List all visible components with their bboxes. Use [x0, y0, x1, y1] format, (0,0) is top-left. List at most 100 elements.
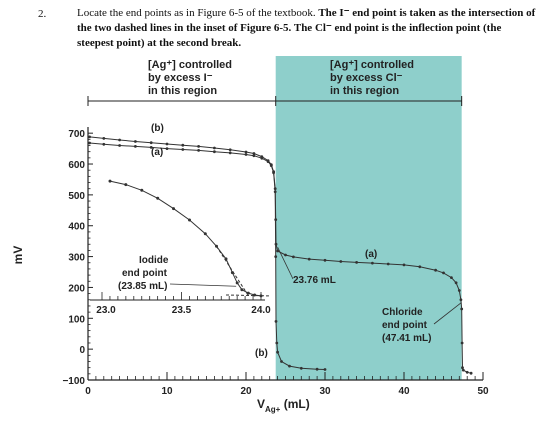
data-point-a [292, 255, 295, 259]
label-chloride-line1: Chloride [382, 307, 423, 318]
data-point-a [454, 281, 458, 285]
data-point-a [457, 289, 461, 292]
x-tick-label-0: 0 [85, 386, 91, 397]
data-point-a [197, 145, 201, 148]
label-chloride-line2: end point [382, 320, 428, 331]
inset-layer: 23.0 23.5 24.0 Iodide end point (23.85 mL) [90, 179, 271, 316]
inset-dashed-flat [226, 294, 269, 297]
first-endpoint-pointer [277, 247, 294, 280]
y-tick-label-6: 100 [68, 314, 85, 325]
question-text-plain: Locate the end points as in Figure 6-5 o… [77, 7, 316, 19]
label-first-endpoint: 23.76 mL [293, 275, 336, 286]
data-point-a [371, 261, 374, 265]
data-point-b [276, 350, 279, 354]
data-point-b [280, 360, 283, 363]
inset-data-point [259, 294, 263, 298]
data-point-b [181, 148, 185, 151]
shaded-region [275, 56, 462, 380]
x-axis-title-sub: Ag+ [265, 405, 281, 414]
inset-label-line1: Iodide [139, 255, 169, 266]
inset-dashed-steep [216, 246, 249, 296]
data-point-b [165, 147, 169, 151]
data-point-b [88, 141, 91, 145]
region-labels: [Ag⁺] controlled by excess I⁻ in this re… [148, 59, 414, 97]
inset-label-line2: end point [122, 268, 168, 279]
y-tick-label-0: 700 [68, 129, 85, 140]
label-b-top: (b) [151, 123, 164, 134]
question-text: Locate the end points as in Figure 6-5 o… [77, 6, 537, 51]
data-point-b [275, 341, 279, 345]
x-axis-title-main: V [257, 397, 265, 411]
data-point-a [460, 341, 464, 345]
data-point-a [442, 271, 445, 275]
y-tick-label-2: 500 [68, 191, 85, 202]
data-point-a [418, 265, 422, 269]
x-tick-label-1: 10 [161, 386, 173, 397]
data-point-b [274, 320, 278, 323]
data-point-b [269, 164, 273, 168]
data-point-b [197, 149, 201, 152]
data-point-b [134, 145, 137, 148]
inset-data-point [124, 183, 128, 187]
y-tick-label-8: −100 [62, 376, 85, 387]
region-right-line2: by excess Cl⁻ [330, 72, 403, 84]
inset-data-point [203, 232, 207, 236]
data-point-a [134, 140, 137, 143]
region-right-line3: in this region [330, 85, 399, 97]
data-point-a [461, 368, 465, 372]
data-point-a [323, 258, 327, 262]
data-point-a [459, 298, 463, 302]
label-b-bottom: (b) [255, 348, 268, 359]
data-point-a [307, 257, 311, 261]
region-left-line1: [Ag⁺] controlled [148, 59, 232, 71]
x-axis-title: VAg+ (mL) [257, 397, 310, 414]
data-point-a [118, 138, 121, 142]
inset-label-line3: (23.85 mL) [118, 281, 167, 292]
series-layer [88, 135, 473, 375]
data-point-a [386, 262, 390, 266]
question-number: 2. [38, 8, 47, 20]
data-point-a [469, 371, 473, 375]
data-point-b [274, 255, 278, 258]
data-point-a [165, 142, 169, 146]
series-line-b [89, 142, 326, 370]
data-point-a [460, 307, 464, 311]
inset-tick-label-2: 24.0 [251, 305, 271, 316]
inset-data-point [172, 207, 175, 211]
series-line-a [89, 136, 472, 374]
data-point-a [213, 146, 216, 150]
label-a-top: (a) [151, 147, 163, 158]
inset-data-point [188, 218, 191, 222]
data-point-a [88, 135, 91, 139]
data-point-a [284, 253, 287, 257]
data-point-a [355, 261, 358, 264]
annotation-layer: (b) (a) (a) (b) 23.76 mL Chloride end point (47… [151, 123, 462, 359]
data-point-b [149, 146, 153, 149]
x-tick-label-5: 50 [477, 386, 489, 397]
inset-data-point [235, 281, 239, 285]
data-point-a [434, 268, 437, 272]
data-point-b [244, 153, 248, 156]
label-chloride-line3: (47.41 mL) [382, 333, 431, 344]
data-point-b [118, 144, 121, 147]
y-tick-label-5: 200 [68, 283, 85, 294]
data-point-a [276, 249, 279, 253]
data-point-b [213, 150, 216, 154]
data-point-a [244, 150, 248, 154]
inset-tick-label-1: 23.5 [172, 305, 192, 316]
y-tick-label-3: 400 [68, 222, 85, 233]
inset-pointer [169, 283, 237, 287]
y-tick-label-4: 300 [68, 253, 85, 264]
data-point-b [273, 190, 277, 194]
data-point-a [228, 148, 232, 152]
y-tick-label-7: 0 [79, 345, 85, 356]
data-point-b [299, 366, 303, 370]
data-point-b [228, 151, 232, 155]
label-a-right: (a) [365, 249, 377, 260]
inset-tick-label-0: 23.0 [96, 305, 116, 316]
data-point-a [181, 143, 185, 147]
region-left-line3: in this region [148, 85, 217, 97]
data-point-a [149, 141, 153, 145]
